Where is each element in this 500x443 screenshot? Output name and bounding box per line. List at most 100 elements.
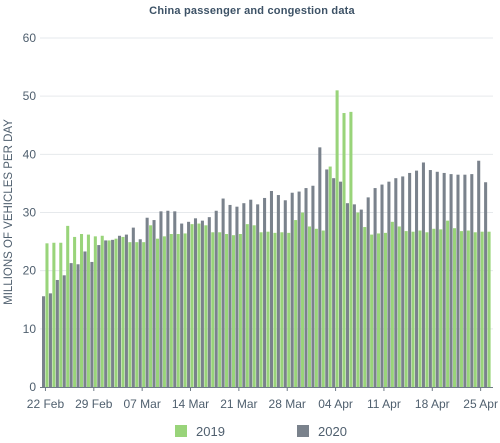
y-tick-label: 50 xyxy=(23,89,37,103)
y-tick-labels: 0 10 20 30 40 50 60 xyxy=(23,31,37,394)
bar-2019 xyxy=(176,234,180,387)
bar-2020 xyxy=(117,235,122,387)
bar-2019 xyxy=(204,225,208,387)
bar-2020 xyxy=(193,218,198,387)
bar-2019 xyxy=(211,232,215,387)
bar-2020 xyxy=(283,200,287,387)
chart-title: China passenger and congestion data xyxy=(149,5,355,17)
bar-2020 xyxy=(304,188,308,387)
bar-2019 xyxy=(418,230,422,387)
bar-2019 xyxy=(287,232,291,387)
x-tick-label: 29 Feb xyxy=(75,397,113,411)
bar-2020 xyxy=(435,171,439,387)
bar-2020 xyxy=(124,234,128,387)
legend-swatch-2019 xyxy=(175,425,187,437)
bar-2019 xyxy=(245,224,249,387)
bar-2019 xyxy=(73,236,77,387)
bar-2020 xyxy=(249,199,253,387)
x-tick-label: 21 Mar xyxy=(220,397,257,411)
bar-2020 xyxy=(325,169,329,387)
bar-2020 xyxy=(214,210,218,387)
bar-2019 xyxy=(390,221,394,387)
bar-2019 xyxy=(183,233,187,387)
bar-2020 xyxy=(276,195,280,387)
bar-2019 xyxy=(169,234,173,387)
bar-2019 xyxy=(52,242,56,387)
bar-2019 xyxy=(273,232,277,387)
bar-2019 xyxy=(266,231,270,387)
bar-2020 xyxy=(90,261,94,387)
bar-2020 xyxy=(387,181,391,387)
bar-2019 xyxy=(383,232,387,387)
bar-2020 xyxy=(339,181,343,387)
y-tick-label: 10 xyxy=(23,322,37,336)
bar-2020 xyxy=(131,227,135,387)
bar-2020 xyxy=(180,223,184,387)
y-tick-label: 40 xyxy=(23,147,37,161)
legend-label-2019: 2019 xyxy=(196,424,225,439)
bar-2020 xyxy=(401,176,405,387)
bar-2020 xyxy=(332,178,336,387)
bar-2019 xyxy=(404,231,408,387)
bars xyxy=(42,90,491,388)
bar-2019 xyxy=(114,238,118,387)
x-tick-label: 11 Apr xyxy=(367,397,401,411)
bar-2020 xyxy=(470,174,474,387)
legend-label-2020: 2020 xyxy=(318,424,347,439)
bar-2020 xyxy=(242,203,246,387)
bar-2019 xyxy=(225,234,229,387)
bar-2019 xyxy=(218,232,222,387)
bar-2019 xyxy=(190,224,194,387)
bar-2019 xyxy=(294,220,298,387)
bar-2019 xyxy=(363,227,367,387)
bar-2019 xyxy=(307,226,311,387)
bar-2020 xyxy=(352,204,356,387)
y-axis-label: MILLIONS OF VEHICLES PER DAY xyxy=(3,119,15,305)
bar-2020 xyxy=(207,217,211,387)
bar-2019 xyxy=(86,234,90,387)
bar-2020 xyxy=(290,192,294,387)
bar-2020 xyxy=(373,188,377,387)
bar-2020 xyxy=(221,198,225,387)
bar-2019 xyxy=(342,113,346,387)
bar-2020 xyxy=(145,217,149,387)
x-tick-label: 22 Feb xyxy=(27,397,65,411)
bar-2020 xyxy=(111,239,115,387)
bar-2019 xyxy=(155,238,160,387)
bar-2020 xyxy=(200,220,204,387)
bar-2019 xyxy=(259,232,263,387)
bar-2019 xyxy=(473,232,477,387)
bar-2019 xyxy=(432,228,436,387)
bar-2019 xyxy=(411,231,415,387)
bar-2020 xyxy=(484,182,488,387)
x-tick-label: 14 Mar xyxy=(172,397,209,411)
bar-2019 xyxy=(425,232,429,387)
bar-2020 xyxy=(55,279,59,387)
bar-2020 xyxy=(235,206,239,387)
bar-2020 xyxy=(380,184,384,387)
bar-2019 xyxy=(197,223,201,387)
bar-2020 xyxy=(442,172,446,387)
bar-2019 xyxy=(487,231,491,387)
bar-2019 xyxy=(142,242,146,387)
bar-2020 xyxy=(97,245,101,387)
bar-2020 xyxy=(104,240,108,387)
bar-2020 xyxy=(152,220,156,387)
x-tick-label: 28 Mar xyxy=(269,397,306,411)
bar-2020 xyxy=(408,172,412,387)
bar-2020 xyxy=(477,160,481,387)
bar-2020 xyxy=(159,211,163,387)
bar-2019 xyxy=(439,229,443,387)
bar-2019 xyxy=(135,242,139,387)
bar-2020 xyxy=(138,239,142,387)
y-tick-label: 20 xyxy=(23,264,37,278)
y-tick-label: 30 xyxy=(23,206,37,220)
x-tick-label: 07 Mar xyxy=(123,397,160,411)
bar-2019 xyxy=(45,243,49,387)
bar-2019 xyxy=(480,231,484,387)
bar-2020 xyxy=(421,162,425,387)
bar-2020 xyxy=(173,211,177,387)
bar-2019 xyxy=(314,228,318,387)
bar-2019 xyxy=(301,212,305,387)
